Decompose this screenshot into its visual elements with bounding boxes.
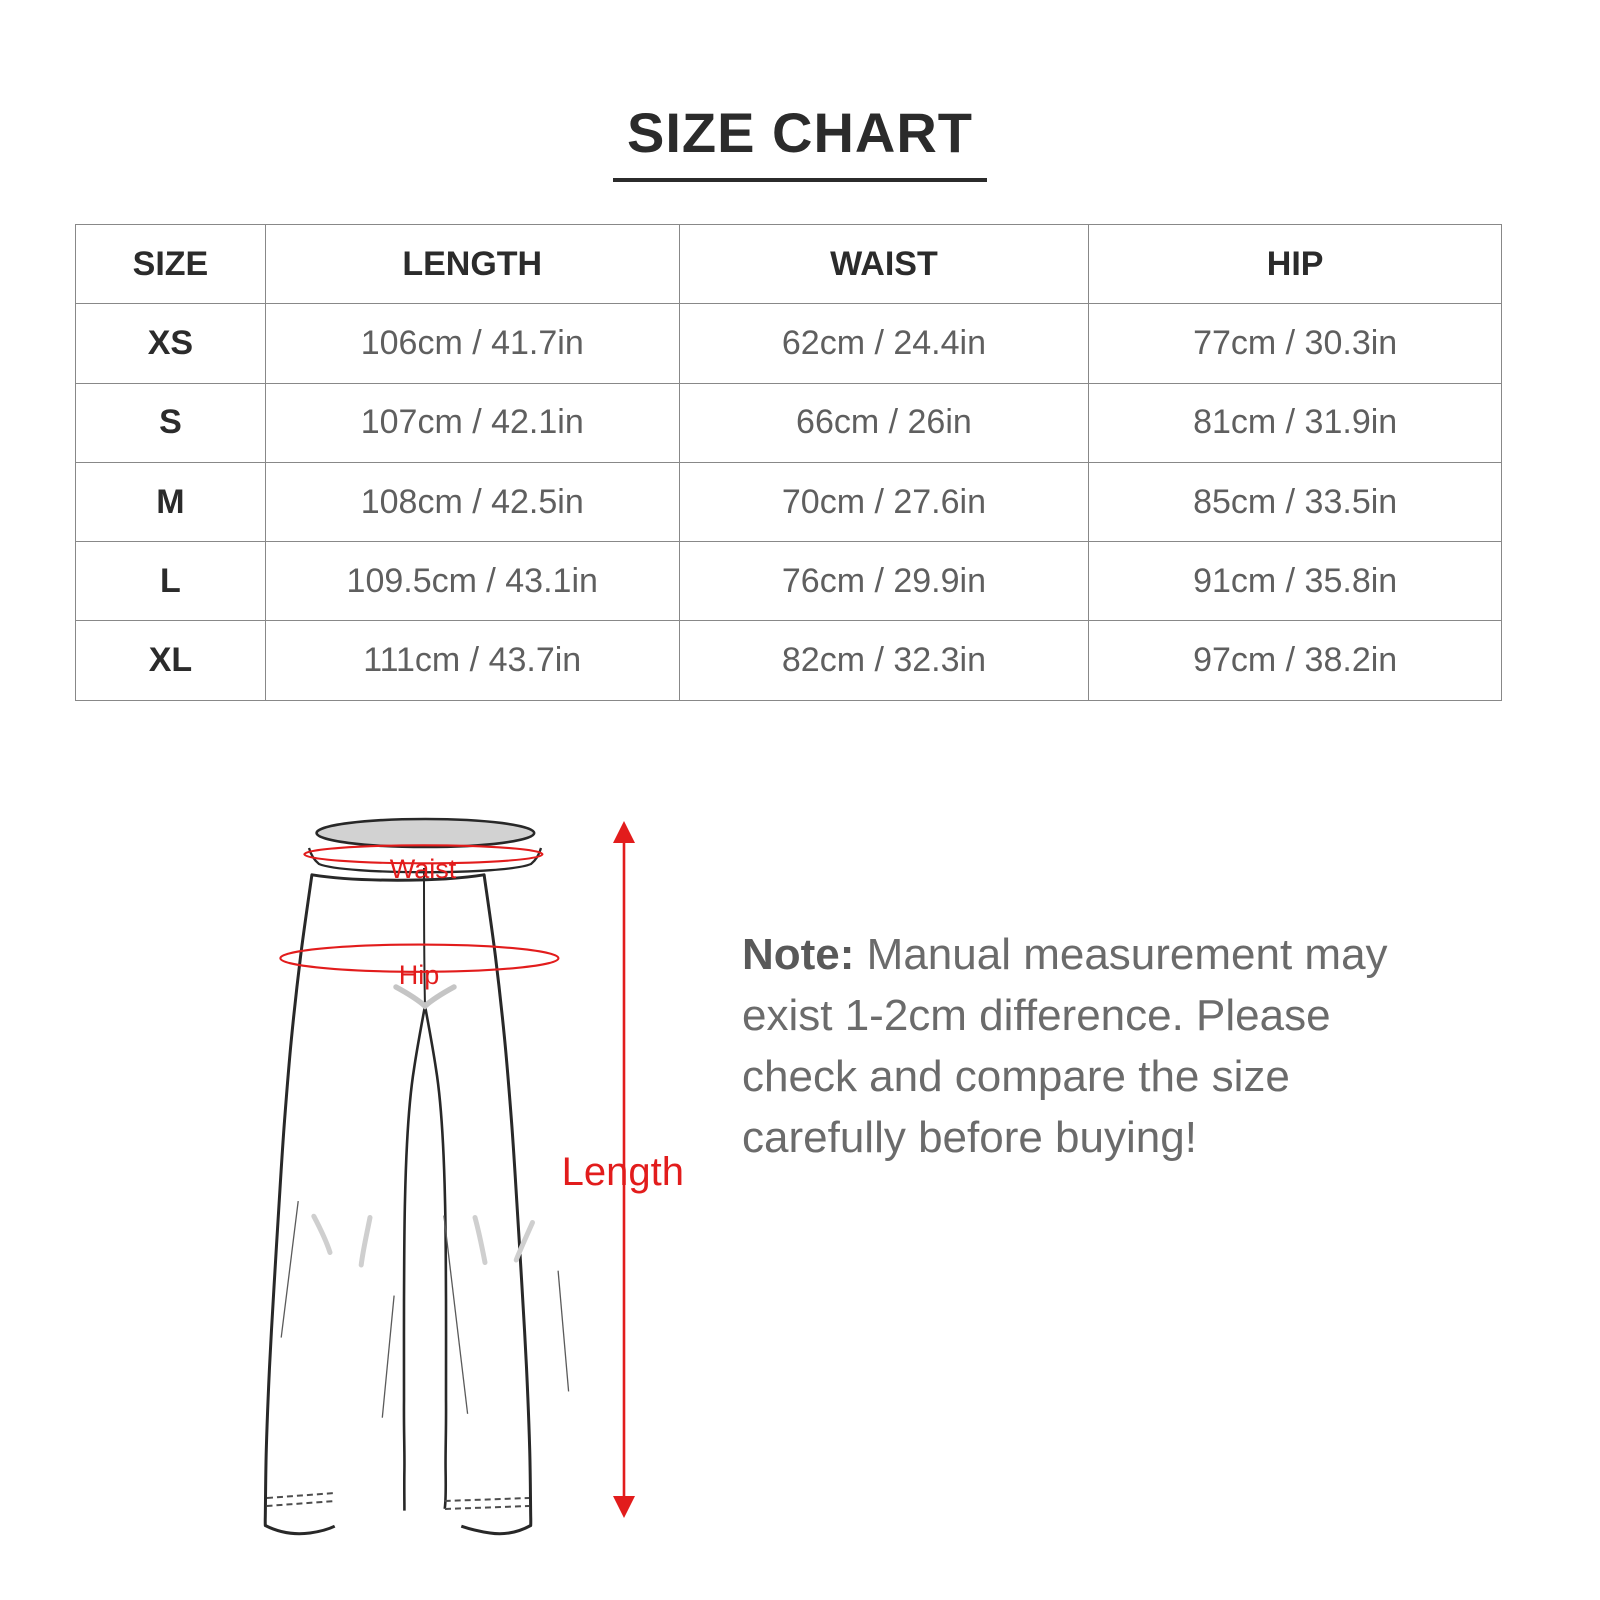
- svg-text:Waist: Waist: [390, 854, 457, 884]
- svg-text:Hip: Hip: [399, 960, 440, 990]
- svg-text:Length: Length: [562, 1150, 684, 1194]
